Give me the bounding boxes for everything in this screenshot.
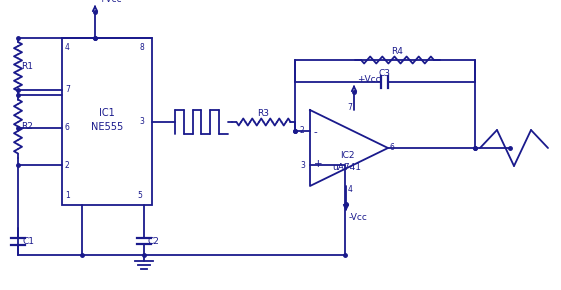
Text: R3: R3 <box>257 110 269 119</box>
Text: 5: 5 <box>137 191 142 200</box>
Text: +Vcc: +Vcc <box>357 75 380 84</box>
Text: 8: 8 <box>140 44 145 52</box>
Bar <box>62 38 152 205</box>
Text: IC2: IC2 <box>340 151 354 160</box>
Text: uA741: uA741 <box>333 162 361 171</box>
Text: 2: 2 <box>65 160 70 169</box>
Text: 6: 6 <box>65 124 70 133</box>
Text: 2: 2 <box>300 126 305 135</box>
Text: 4: 4 <box>65 44 70 52</box>
Text: R1: R1 <box>21 62 33 71</box>
Text: 1: 1 <box>65 191 70 200</box>
Text: C2: C2 <box>148 237 160 246</box>
Text: NE555: NE555 <box>91 122 123 133</box>
Text: R4: R4 <box>392 48 403 57</box>
Text: -: - <box>314 127 318 137</box>
Text: 7: 7 <box>347 102 352 111</box>
Text: C1: C1 <box>23 237 35 246</box>
Text: 3: 3 <box>300 161 305 170</box>
Text: -Vcc: -Vcc <box>349 213 368 222</box>
Text: +: + <box>314 159 323 169</box>
Text: +Vcc: +Vcc <box>98 0 122 3</box>
Text: 3: 3 <box>139 117 144 126</box>
Text: R2: R2 <box>21 122 33 131</box>
Text: 6: 6 <box>390 144 395 153</box>
Text: C3: C3 <box>379 70 391 79</box>
Text: 4: 4 <box>348 184 353 193</box>
Text: IC1: IC1 <box>99 108 115 119</box>
Text: 7: 7 <box>65 86 70 95</box>
